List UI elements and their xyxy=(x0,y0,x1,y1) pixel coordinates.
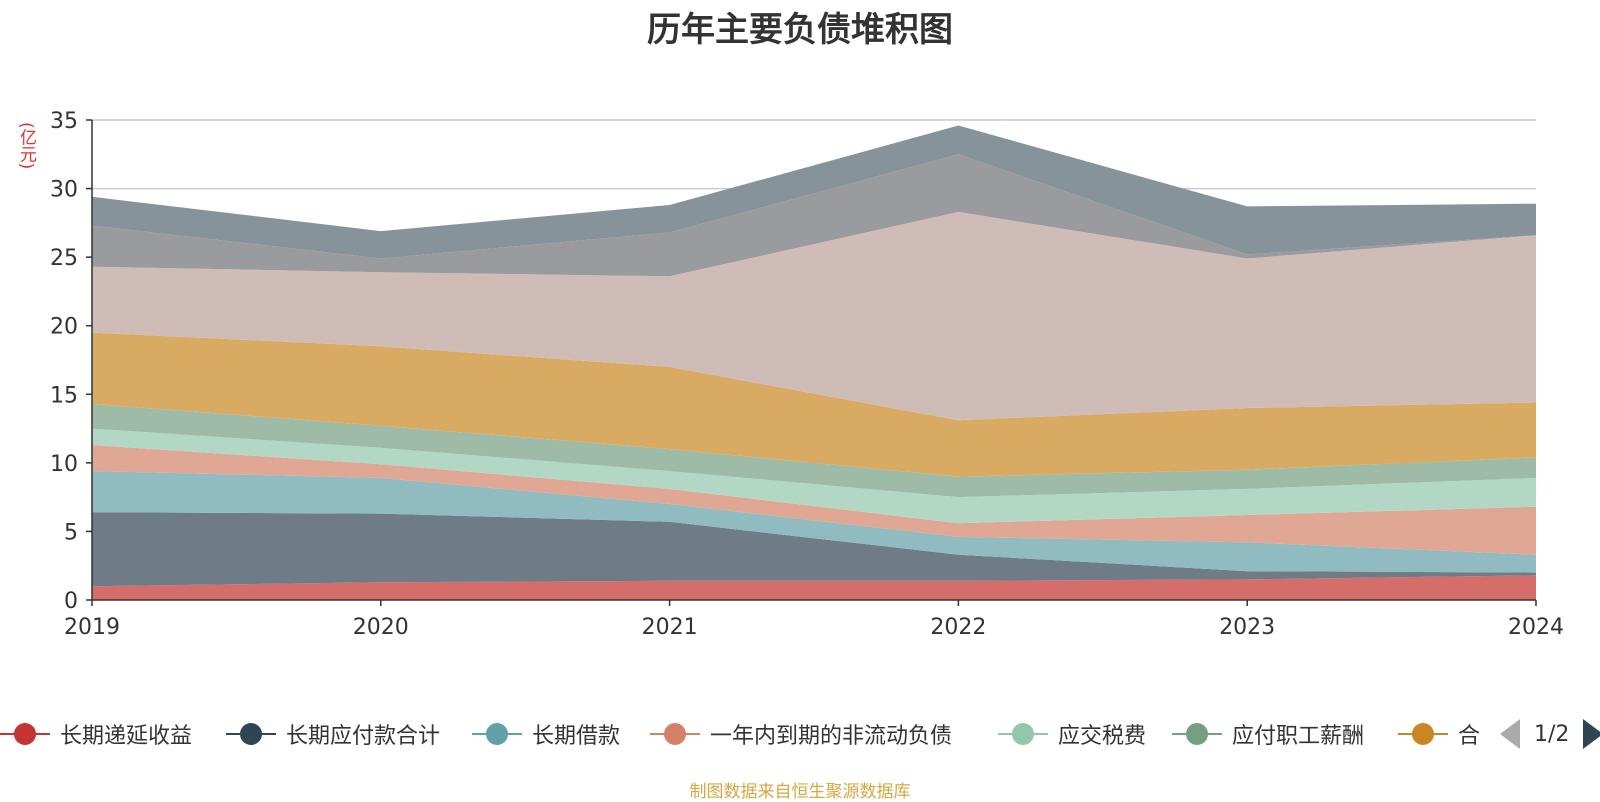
legend-label: 合 xyxy=(1458,724,1481,749)
x-tick-label: 2023 xyxy=(1219,615,1275,640)
x-tick-label: 2021 xyxy=(642,615,698,640)
legend-item[interactable]: 应交税费 xyxy=(998,717,1146,751)
x-tick-label: 2020 xyxy=(353,615,409,640)
x-tick-label: 2024 xyxy=(1508,615,1564,640)
triangle-right-icon[interactable] xyxy=(1583,719,1600,749)
legend-marker-icon xyxy=(226,717,276,751)
legend-label: 长期借款 xyxy=(532,724,621,749)
legend-marker-icon xyxy=(1398,717,1448,751)
x-tick-label: 2022 xyxy=(930,615,986,640)
legend-label: 长期递延收益 xyxy=(60,724,193,749)
legend-marker-dot xyxy=(14,723,36,745)
y-tick-label: 35 xyxy=(50,109,78,134)
y-tick-label: 10 xyxy=(50,452,78,477)
area-series-3 xyxy=(92,471,1536,573)
legend-marker-dot xyxy=(664,723,686,745)
area-series-4 xyxy=(92,445,1536,555)
legend-item[interactable]: 长期应付款合计 xyxy=(226,717,440,751)
y-tick-label: 20 xyxy=(50,315,78,340)
legend-marker-icon xyxy=(472,717,522,751)
legend-label: 一年内到期的非流动负债 xyxy=(710,724,953,749)
area-series-1 xyxy=(92,575,1536,600)
area-series-5 xyxy=(92,428,1536,524)
x-tick-label: 2019 xyxy=(64,615,120,640)
chart-title: 历年主要负债堆积图 xyxy=(647,10,953,50)
legend: 长期递延收益 长期应付款合计 长期借款 一年内到期的非流动负债 应交税费 应付职工薪酬 合 xyxy=(0,717,1600,751)
legend-item[interactable]: 应付职工薪酬 xyxy=(1172,717,1364,751)
legend-marker-dot xyxy=(486,723,508,745)
y-tick-label: 5 xyxy=(64,520,78,545)
legend-item[interactable]: 长期借款 xyxy=(472,717,620,751)
legend-label: 应交税费 xyxy=(1058,724,1147,749)
legend-item[interactable]: 一年内到期的非流动负债 xyxy=(650,717,952,751)
legend-marker-icon xyxy=(1172,717,1222,751)
legend-marker-icon xyxy=(650,717,700,751)
legend-marker-dot xyxy=(1012,723,1034,745)
triangle-left-icon[interactable] xyxy=(1500,719,1520,749)
legend-item[interactable]: 合 xyxy=(1398,717,1480,751)
legend-page-indicator: 1/2 xyxy=(1534,721,1570,747)
area-series-9 xyxy=(92,154,1536,277)
y-axis-unit: (亿元) xyxy=(16,122,36,170)
legend-item[interactable]: 长期递延收益 xyxy=(0,717,192,751)
area-series-6 xyxy=(92,403,1536,498)
legend-label: 长期应付款合计 xyxy=(286,724,441,749)
y-tick-label: 30 xyxy=(50,178,78,203)
legend-marker-dot xyxy=(1186,723,1208,745)
y-tick-label: 0 xyxy=(64,589,78,614)
y-tick-label: 25 xyxy=(50,246,78,271)
area-series-10 xyxy=(92,125,1536,259)
legend-label: 应付职工薪酬 xyxy=(1232,724,1365,749)
legend-marker-dot xyxy=(240,723,262,745)
legend-marker-icon xyxy=(0,717,50,751)
area-series-2 xyxy=(92,512,1536,587)
legend-marker-dot xyxy=(1412,723,1434,745)
data-source-note: 制图数据来自恒生聚源数据库 xyxy=(689,782,911,802)
legend-pager: 1/2 xyxy=(1500,717,1600,751)
y-tick-label: 15 xyxy=(50,383,78,408)
area-series-7 xyxy=(92,332,1536,477)
legend-marker-icon xyxy=(998,717,1048,751)
area-chart: 0 5 10 15 20 25 30 35 2019 2020 2021 2022 2023 2024 xyxy=(50,109,1564,640)
area-series-8 xyxy=(92,211,1536,421)
